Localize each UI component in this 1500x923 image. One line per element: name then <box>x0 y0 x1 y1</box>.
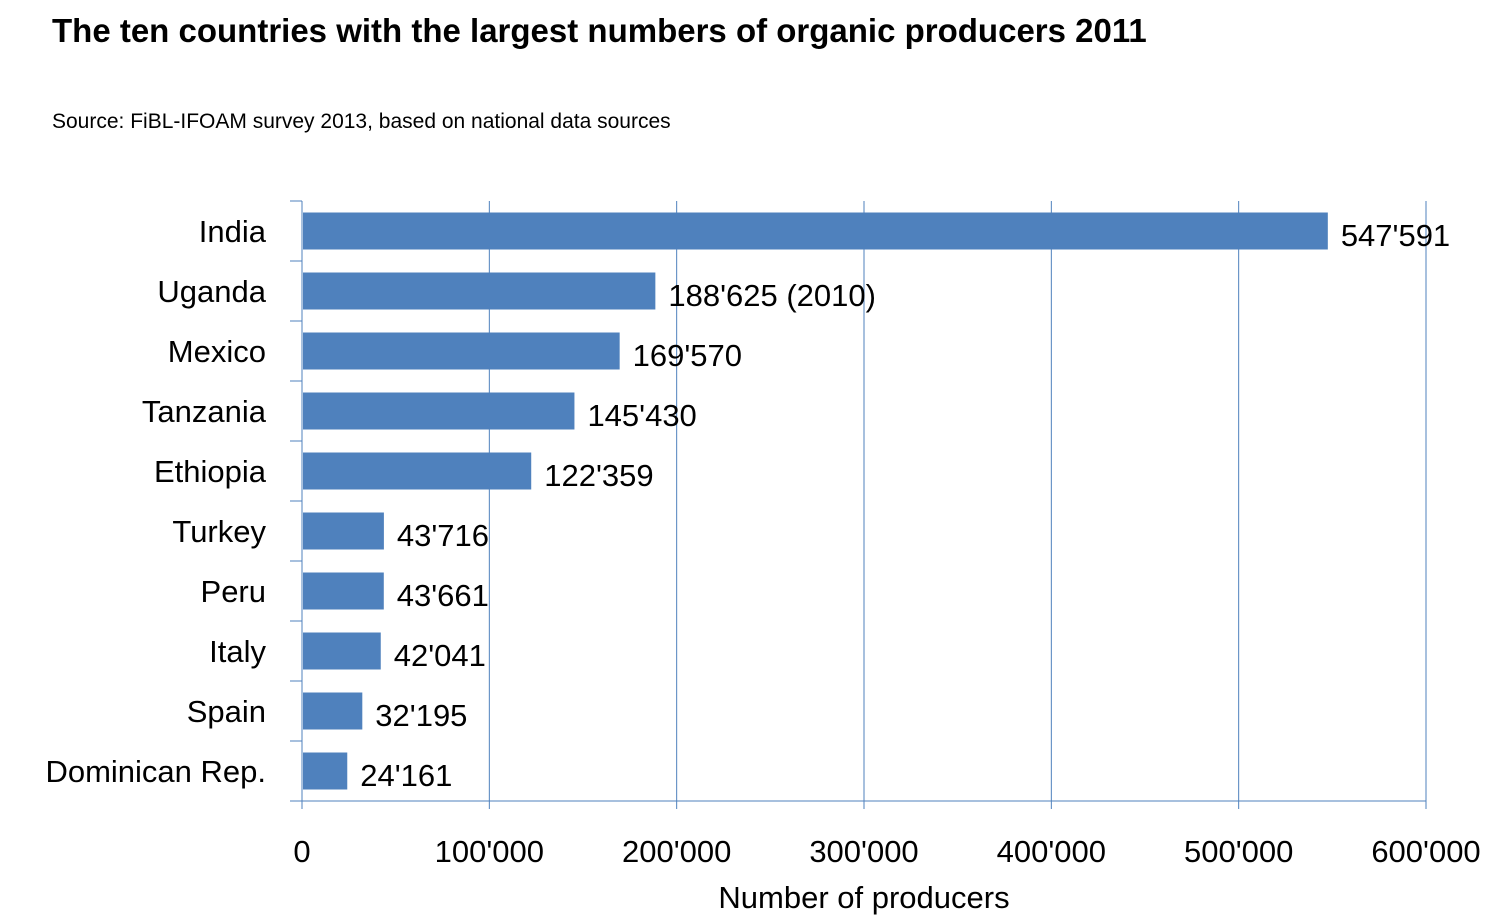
gridlines <box>488 201 1427 801</box>
bar <box>303 272 656 310</box>
bar <box>303 632 381 670</box>
labels: India 547'591 Uganda 188'625 (2010) Mexico 16… <box>45 214 1480 915</box>
data-label: 169'570 <box>633 338 742 373</box>
x-tick-label: 300'000 <box>809 834 918 869</box>
data-label: 43'661 <box>397 578 489 613</box>
data-label: 24'161 <box>360 758 452 793</box>
bar <box>303 452 532 490</box>
bar <box>303 512 384 550</box>
x-tick-label: 100'000 <box>435 834 544 869</box>
data-label: 547'591 <box>1341 218 1450 253</box>
data-label: 43'716 <box>397 518 489 553</box>
category-label: Tanzania <box>142 394 267 429</box>
category-label: Peru <box>201 574 266 609</box>
bar <box>303 392 575 430</box>
x-tick-label: 200'000 <box>622 834 731 869</box>
chart-subtitle: Source: FiBL-IFOAM survey 2013, based on… <box>52 110 671 133</box>
data-label: 42'041 <box>394 638 486 673</box>
bar <box>303 752 348 790</box>
x-tick-label: 500'000 <box>1184 834 1293 869</box>
category-label: Turkey <box>172 514 266 549</box>
category-label: Ethiopia <box>154 454 267 489</box>
category-label: Uganda <box>157 274 266 309</box>
x-tick-label: 0 <box>293 834 310 869</box>
x-tick-label: 600'000 <box>1371 834 1480 869</box>
data-label: 145'430 <box>587 398 696 433</box>
category-label: Italy <box>209 634 266 669</box>
bar <box>303 332 620 370</box>
bar <box>303 572 384 610</box>
bars <box>303 212 1328 790</box>
bar <box>303 692 363 730</box>
x-axis-title: Number of producers <box>718 880 1009 915</box>
bar <box>303 212 1328 250</box>
category-label: Dominican Rep. <box>45 754 266 789</box>
data-label: 122'359 <box>544 458 653 493</box>
category-label: Mexico <box>168 334 266 369</box>
category-label: India <box>199 214 267 249</box>
category-label: Spain <box>187 694 266 729</box>
x-tick-label: 400'000 <box>997 834 1106 869</box>
chart-title: The ten countries with the largest numbe… <box>52 12 1147 49</box>
data-label: 32'195 <box>375 698 467 733</box>
axes <box>290 200 1427 809</box>
data-label: 188'625 (2010) <box>668 278 876 313</box>
